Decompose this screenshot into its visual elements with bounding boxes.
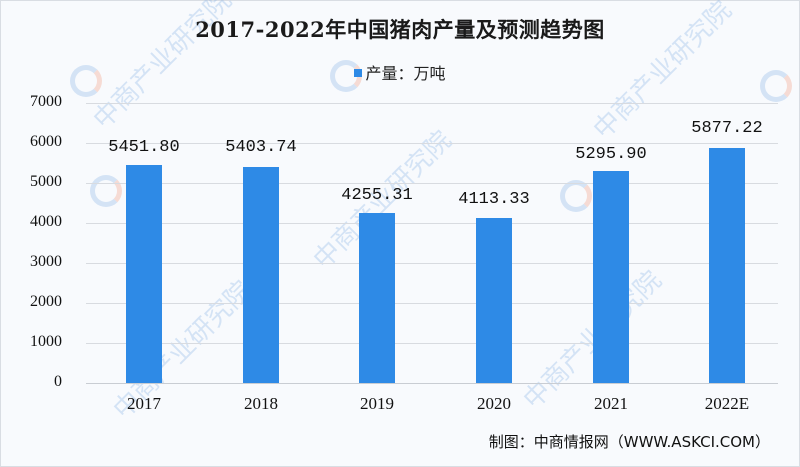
y-tick-label: 0 (54, 373, 62, 390)
bar-2021 (593, 171, 629, 383)
gridline (86, 343, 778, 344)
gridline (86, 103, 778, 104)
bar-2020 (476, 218, 512, 383)
x-tick-label: 2020 (477, 394, 511, 413)
gridline (86, 143, 778, 144)
x-axis-line (86, 383, 778, 384)
bar-value-label: 4255.31 (341, 186, 413, 205)
x-tick-label: 2022E (704, 394, 750, 413)
y-tick-label: 2000 (30, 293, 62, 310)
bar-2019 (359, 213, 395, 383)
x-tick-label: 2019 (360, 394, 394, 413)
chart-title: 2017-2022年中国猪肉产量及预测趋势图 (195, 17, 605, 42)
y-tick-label: 1000 (30, 333, 62, 350)
x-tick-label: 2017 (127, 394, 161, 413)
gridline (86, 263, 778, 264)
y-tick-label: 6000 (30, 133, 62, 150)
bar-value-label: 5295.90 (575, 145, 647, 164)
gridline (86, 183, 778, 184)
bar-2017 (126, 165, 162, 383)
y-tick-label: 5000 (30, 173, 62, 190)
x-tick-label: 2018 (244, 394, 278, 413)
y-tick-label: 4000 (30, 213, 62, 230)
legend-swatch-icon (354, 68, 363, 77)
x-tick-label: 2021 (594, 394, 628, 413)
bar-2018 (243, 167, 279, 383)
y-tick-label: 3000 (30, 253, 62, 270)
chart-legend: 产量：万吨 (0, 60, 800, 84)
legend-label: 产量：万吨 (365, 64, 446, 83)
bar-value-label: 5403.74 (225, 138, 297, 157)
bar-value-label: 5451.80 (108, 138, 180, 157)
gridline (86, 303, 778, 304)
gridline (86, 223, 778, 224)
bar-value-label: 5877.22 (691, 119, 763, 138)
y-tick-label: 7000 (30, 93, 62, 110)
bar-2022e (709, 148, 745, 383)
source-credit: 制图：中商情报网（WWW.ASKCI.COM） (488, 433, 770, 451)
bar-value-label: 4113.33 (458, 190, 530, 209)
